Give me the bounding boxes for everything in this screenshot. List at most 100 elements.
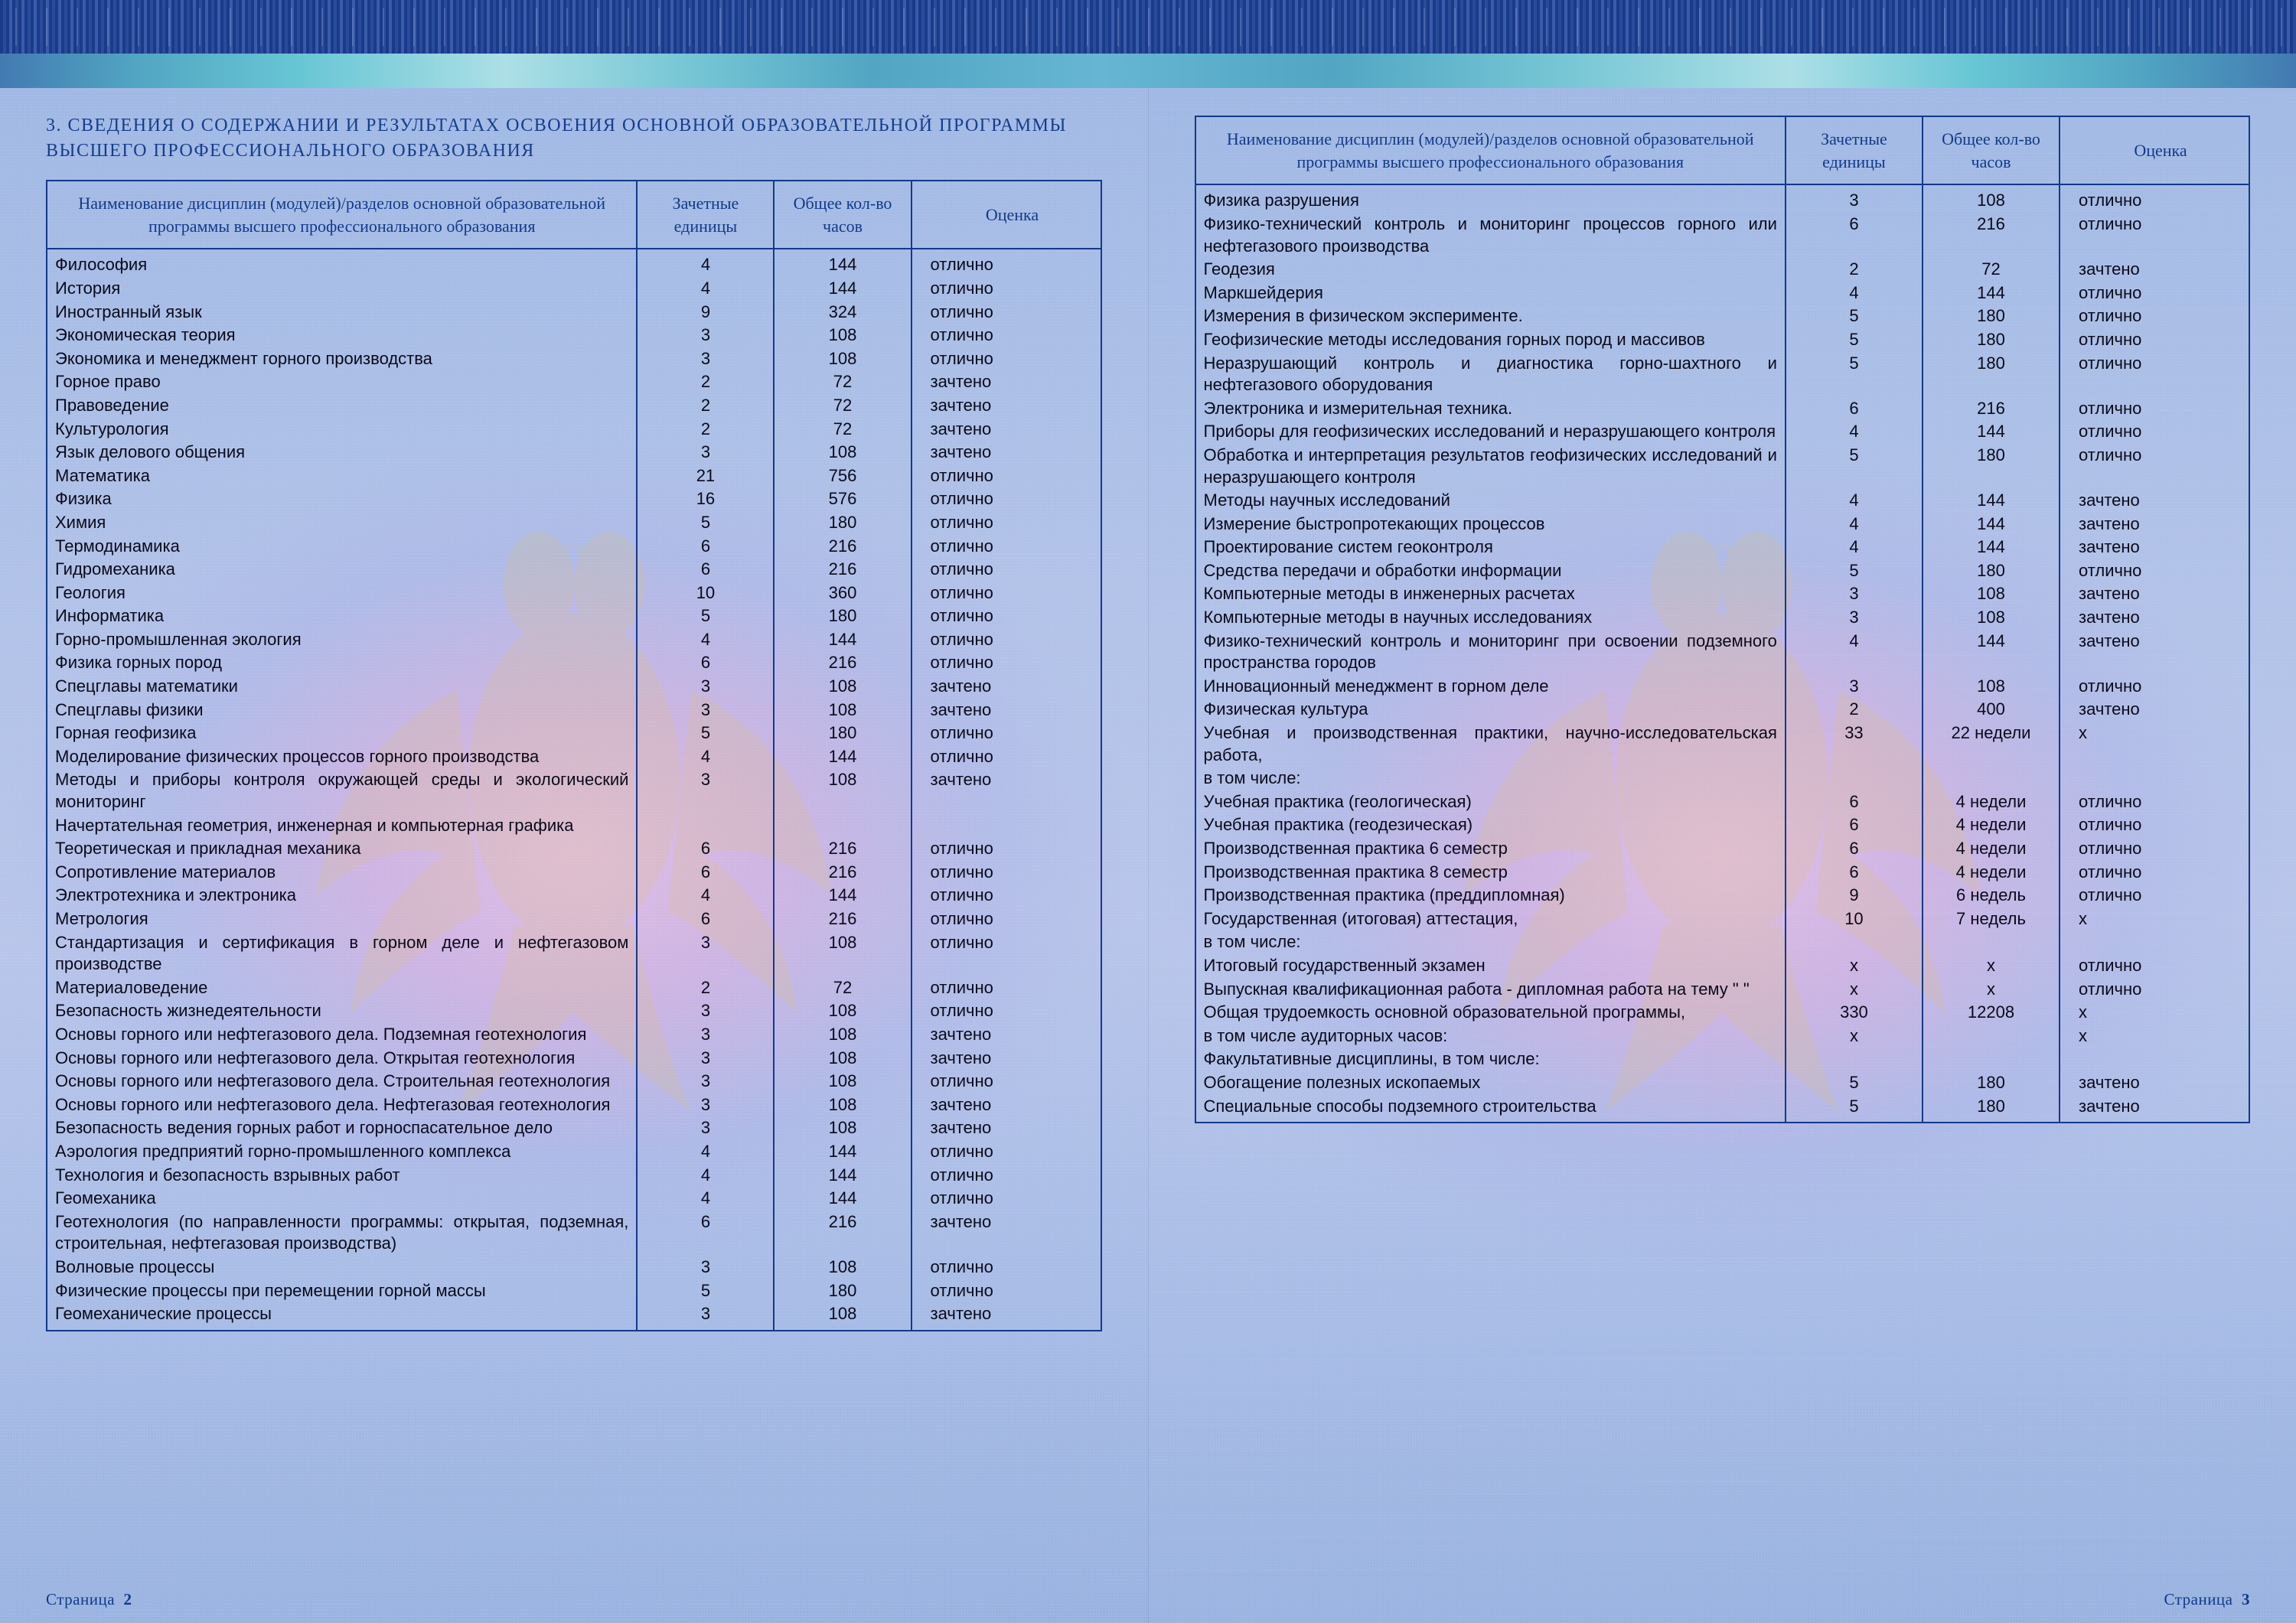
table-row: Факультативные дисциплины, в том числе: <box>1195 1048 2250 1071</box>
cell-grade: x <box>2060 908 2249 931</box>
cell-credits: 2 <box>637 418 774 442</box>
table-row: Специальные способы подземного строитель… <box>1195 1095 2250 1123</box>
cell-hours: 144 <box>774 628 911 652</box>
cell-hours: 108 <box>774 441 911 464</box>
cell-hours: 180 <box>1923 328 2060 352</box>
table-row: Маркшейдерия4144отлично <box>1195 282 2250 305</box>
cell-grade: отлично <box>912 837 1101 861</box>
cell-credits: 4 <box>637 277 774 301</box>
cell-credits <box>1786 1048 1923 1071</box>
cell-name: Безопасность жизнедеятельности <box>47 999 637 1023</box>
cell-hours: 216 <box>1923 397 2060 421</box>
table-row: Информатика5180отлично <box>47 605 1101 628</box>
table-row: Технология и безопасность взрывных работ… <box>47 1164 1101 1188</box>
cell-hours: x <box>1923 978 2060 1002</box>
cell-hours: 108 <box>774 768 911 813</box>
cell-credits: 6 <box>637 861 774 885</box>
table-row: Итоговый государственный экзаменxxотличн… <box>1195 954 2250 978</box>
th-credits: Зачетные единицы <box>637 181 774 249</box>
cell-grade: зачтено <box>2060 489 2249 513</box>
cell-hours <box>1923 930 2060 954</box>
section-heading-line2: ВЫСШЕГО ПРОФЕССИОНАЛЬНОГО ОБРАЗОВАНИЯ <box>46 141 1102 161</box>
cell-credits: 6 <box>637 535 774 559</box>
cell-credits: 3 <box>637 1070 774 1093</box>
cell-grade: зачтено <box>912 1116 1101 1140</box>
cell-credits: 3 <box>637 675 774 699</box>
cell-credits: 33 <box>1786 722 1923 767</box>
cell-hours: 108 <box>774 999 911 1023</box>
cell-credits: 5 <box>637 605 774 628</box>
cell-credits: x <box>1786 978 1923 1002</box>
cell-credits: 6 <box>1786 837 1923 861</box>
cell-credits: 2 <box>637 976 774 1000</box>
cell-name: Экономика и менеджмент горного производс… <box>47 347 637 371</box>
cell-credits: 6 <box>637 1211 774 1256</box>
cell-hours: 180 <box>774 605 911 628</box>
cell-name: Физические процессы при перемещении горн… <box>47 1279 637 1303</box>
cell-hours: 180 <box>774 511 911 535</box>
cell-credits: x <box>1786 1025 1923 1048</box>
cell-name: Методы и приборы контроля окружающей сре… <box>47 768 637 813</box>
cell-hours: 180 <box>1923 559 2060 583</box>
cell-name: Теоретическая и прикладная механика <box>47 837 637 861</box>
cell-hours: 108 <box>774 1070 911 1093</box>
cell-name: Выпускная квалификационная работа - дипл… <box>1195 978 1786 1002</box>
cell-name: Учебная и производственная практики, нау… <box>1195 722 1786 767</box>
cell-grade: отлично <box>2060 954 2249 978</box>
cell-name: Основы горного или нефтегазового дела. П… <box>47 1023 637 1047</box>
table-row: Средства передачи и обработки информации… <box>1195 559 2250 583</box>
table-row: Геотехнология (по направленности програм… <box>47 1211 1101 1256</box>
cell-hours: 216 <box>774 535 911 559</box>
table-row: Материаловедение272отлично <box>47 976 1101 1000</box>
cell-credits: 2 <box>1786 698 1923 722</box>
cell-credits: 4 <box>637 884 774 908</box>
cell-hours: 108 <box>774 1093 911 1117</box>
gradient-color-band <box>0 54 2296 88</box>
cell-credits: 5 <box>637 511 774 535</box>
cell-hours: 144 <box>1923 282 2060 305</box>
page-num-value: 3 <box>2242 1590 2250 1608</box>
cell-grade: отлично <box>2060 559 2249 583</box>
cell-name: Электроника и измерительная техника. <box>1195 397 1786 421</box>
cell-grade: зачтено <box>2060 258 2249 282</box>
cell-credits: 3 <box>637 1256 774 1279</box>
cell-hours: 108 <box>774 1023 911 1047</box>
cell-name: Измерение быстропротекающих процессов <box>1195 513 1786 536</box>
cell-grade: отлично <box>2060 184 2249 213</box>
cell-name: Безопасность ведения горных работ и горн… <box>47 1116 637 1140</box>
cell-name: Приборы для геофизических исследований и… <box>1195 420 1786 444</box>
cell-name: в том числе: <box>1195 767 1786 790</box>
cell-name: Компьютерные методы в научных исследован… <box>1195 606 1786 630</box>
cell-hours: 72 <box>774 394 911 418</box>
cell-grade: отлично <box>912 1070 1101 1093</box>
table-row: Компьютерные методы в инженерных расчета… <box>1195 582 2250 606</box>
cell-hours: 4 недели <box>1923 813 2060 837</box>
cell-hours: 576 <box>774 487 911 511</box>
table-row: Производственная практика 6 семестр64 не… <box>1195 837 2250 861</box>
cell-name: Химия <box>47 511 637 535</box>
cell-grade: зачтено <box>912 768 1101 813</box>
cell-credits: 4 <box>637 628 774 652</box>
table-row: Безопасность ведения горных работ и горн… <box>47 1116 1101 1140</box>
cell-name: в том числе аудиторных часов: <box>1195 1025 1786 1048</box>
cell-grade: зачтено <box>912 1023 1101 1047</box>
cell-name: Методы научных исследований <box>1195 489 1786 513</box>
th-name: Наименование дисциплин (модулей)/раздело… <box>47 181 637 249</box>
cell-credits: 2 <box>637 370 774 394</box>
cell-credits: 3 <box>1786 675 1923 699</box>
cell-hours: 144 <box>774 884 911 908</box>
cell-hours: 144 <box>1923 420 2060 444</box>
cell-credits: 4 <box>1786 536 1923 559</box>
cell-grade: отлично <box>912 535 1101 559</box>
cell-grade: отлично <box>912 722 1101 745</box>
cell-credits: 10 <box>637 582 774 605</box>
cell-grade: отлично <box>2060 978 2249 1002</box>
cell-grade: отлично <box>912 605 1101 628</box>
cell-grade: отлично <box>912 511 1101 535</box>
cell-grade: отлично <box>912 347 1101 371</box>
cell-hours: 216 <box>1923 213 2060 258</box>
cell-grade: отлично <box>2060 444 2249 489</box>
cell-credits: 3 <box>1786 184 1923 213</box>
cell-hours: 144 <box>774 1164 911 1188</box>
cell-name: Геология <box>47 582 637 605</box>
